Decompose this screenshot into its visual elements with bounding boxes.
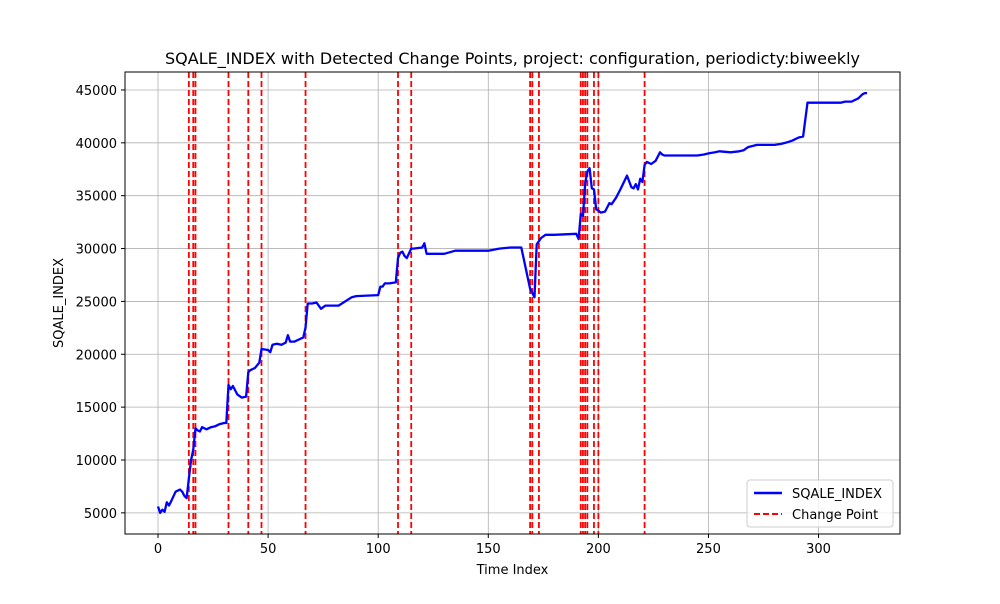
legend-label-change-point: Change Point	[792, 508, 878, 523]
x-tick-label: 50	[260, 542, 277, 557]
x-tick-label: 100	[366, 542, 391, 557]
change-point-lines	[187, 72, 646, 534]
y-tick-label: 40000	[76, 137, 117, 152]
y-tick-label: 45000	[76, 84, 117, 99]
legend: SQALE_INDEX Change Point	[746, 479, 894, 528]
y-tick-label: 35000	[76, 190, 117, 205]
y-tick-label: 25000	[76, 295, 117, 310]
y-tick-label: 30000	[76, 243, 117, 258]
y-tick-label: 15000	[76, 401, 117, 416]
chart-title: SQALE_INDEX with Detected Change Points,…	[165, 49, 860, 69]
y-tick-label: 10000	[76, 454, 117, 469]
y-tick-label: 5000	[84, 507, 117, 522]
x-tick-label: 250	[696, 542, 721, 557]
y-axis-label: SQALE_INDEX	[52, 258, 67, 348]
plot-frame	[124, 71, 901, 535]
x-tick-label: 0	[154, 542, 162, 557]
series-line-sqale-index	[156, 91, 867, 515]
y-axis-ticks: 5000 10000 15000 20000 25000 30000 35000 40000 4…	[76, 84, 125, 522]
x-tick-label: 150	[476, 542, 501, 557]
legend-label-sqale-index: SQALE_INDEX	[792, 487, 882, 502]
y-tick-label: 20000	[76, 348, 117, 363]
x-tick-label: 200	[586, 542, 611, 557]
legend-box	[746, 479, 894, 528]
series-lines	[156, 91, 867, 515]
grid	[125, 72, 900, 534]
x-axis-ticks: 0 50 100 150 200 250 300	[154, 534, 831, 557]
x-tick-label: 300	[806, 542, 831, 557]
x-axis-label: Time Index	[476, 563, 549, 578]
